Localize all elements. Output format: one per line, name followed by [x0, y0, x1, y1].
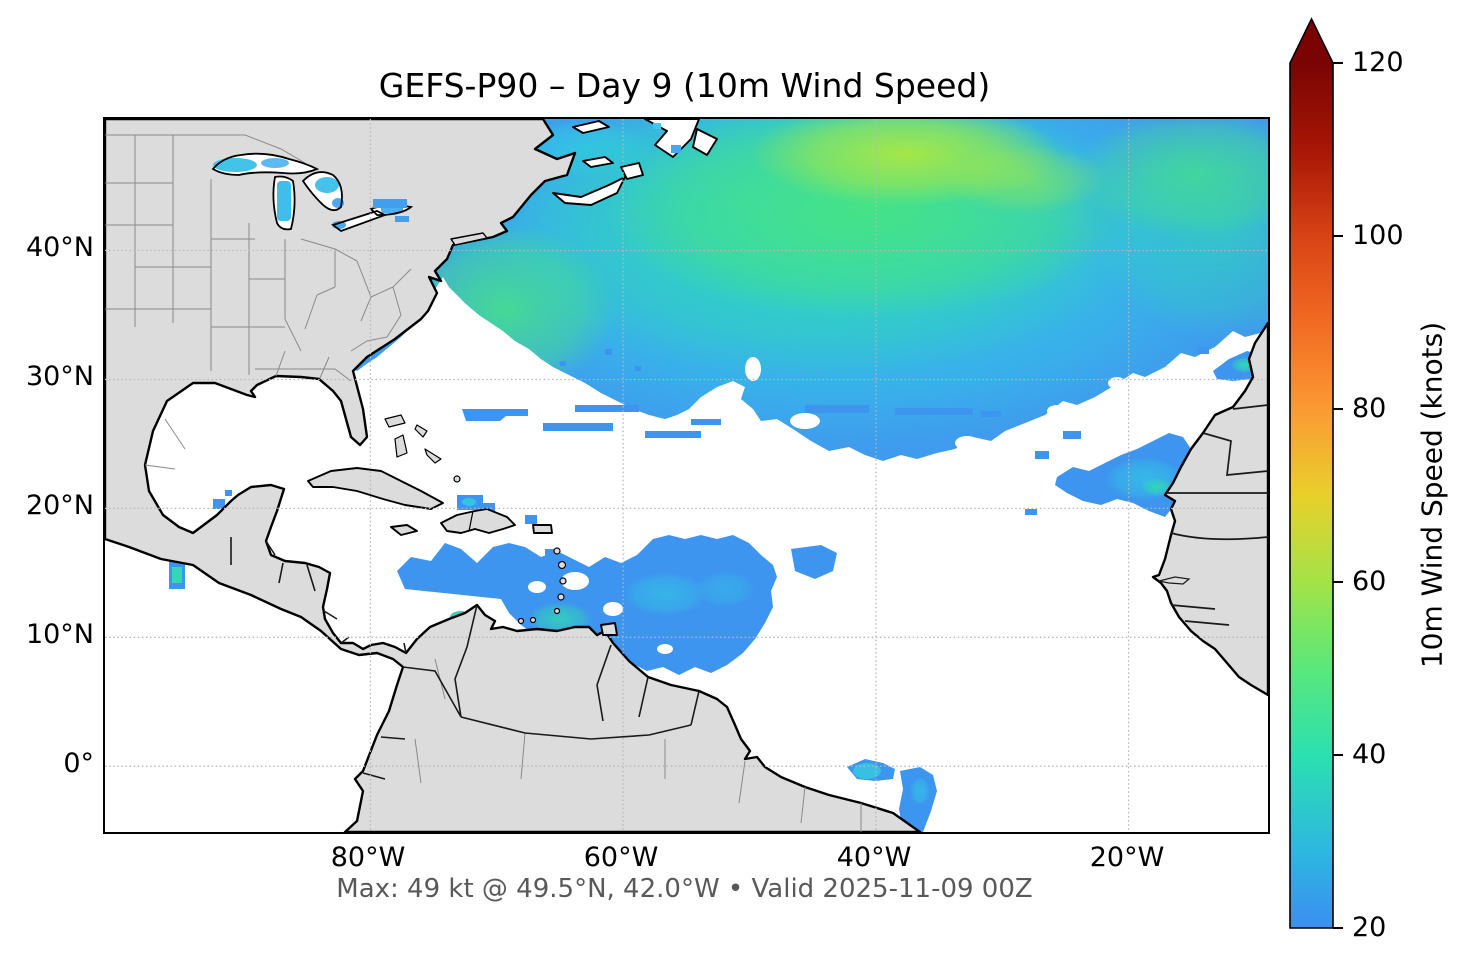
map-title: GEFS-P90 – Day 9 (10m Wind Speed)	[378, 66, 991, 105]
wind-spot-pacific	[169, 561, 185, 589]
xtick-40w: 40°W	[836, 842, 912, 873]
xtick-60w: 60°W	[583, 842, 659, 873]
ytick-10n: 10°N	[25, 619, 94, 650]
ytick-20n: 20°N	[25, 490, 94, 521]
ytick-40n: 40°N	[25, 232, 94, 263]
wind-newfoundland	[671, 145, 681, 153]
xtick-80w: 80°W	[330, 842, 406, 873]
map-plot	[103, 117, 1270, 834]
state-borders	[105, 134, 862, 832]
great-lakes-wind	[213, 158, 403, 229]
wind-st-lawrence	[373, 199, 407, 208]
map-canvas	[105, 119, 1268, 832]
landmass-americas	[105, 119, 922, 832]
wind-band-27n	[462, 349, 1001, 438]
landmass-maritimes	[450, 119, 718, 246]
ytick-30n: 30°N	[25, 361, 94, 392]
wind-ontario-shore	[395, 216, 409, 222]
ytick-0: 0°	[63, 748, 94, 779]
colorbar-label: 10m Wind Speed (knots)	[1415, 321, 1449, 669]
xtick-20w: 20°W	[1089, 842, 1165, 873]
wind-field-north-atlantic	[343, 119, 1268, 461]
great-lakes	[211, 152, 414, 233]
cbtick-100: 100	[1352, 220, 1404, 251]
cbtick-40: 40	[1352, 739, 1387, 770]
colorbar-tickmarks	[1333, 62, 1343, 929]
country-borders	[230, 537, 700, 780]
wind-holes	[695, 357, 1126, 450]
cbtick-120: 120	[1352, 47, 1404, 78]
max-wind-caption: Max: 49 kt @ 49.5°N, 42.0°W • Valid 2025…	[336, 874, 1033, 904]
cbtick-60: 60	[1352, 566, 1387, 597]
colorbar	[1289, 17, 1343, 929]
wind-newfoundland-2	[653, 123, 661, 129]
cbtick-80: 80	[1352, 393, 1387, 424]
colorbar-bar	[1289, 17, 1334, 929]
wind-field-equatorial	[847, 759, 937, 832]
cbtick-20: 20	[1352, 912, 1387, 943]
landmass-africa	[1151, 321, 1268, 697]
caribbean-islands	[307, 414, 618, 636]
